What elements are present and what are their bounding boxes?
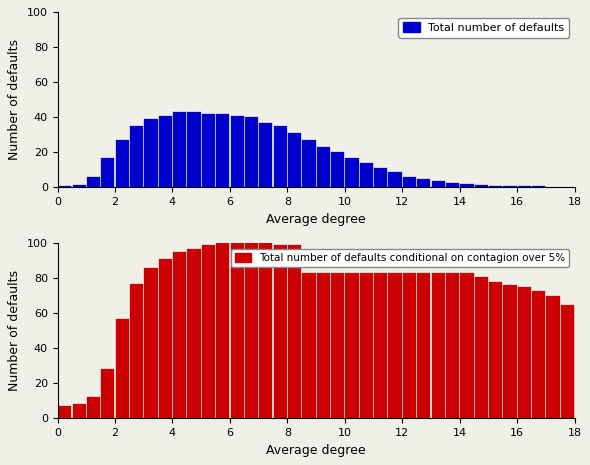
Bar: [145, 268, 158, 418]
Bar: [331, 153, 344, 187]
Bar: [116, 140, 129, 187]
Bar: [216, 114, 230, 187]
Bar: [417, 179, 431, 187]
Bar: [460, 273, 474, 418]
Bar: [460, 184, 474, 187]
Bar: [274, 126, 287, 187]
Legend: Total number of defaults: Total number of defaults: [398, 18, 569, 38]
Bar: [360, 273, 373, 418]
Bar: [274, 245, 287, 418]
Bar: [317, 147, 330, 187]
Bar: [503, 286, 517, 418]
Bar: [403, 177, 416, 187]
Bar: [446, 183, 459, 187]
Bar: [374, 168, 388, 187]
Bar: [202, 114, 215, 187]
Bar: [489, 186, 502, 187]
Bar: [532, 291, 545, 418]
Bar: [58, 186, 71, 187]
Bar: [431, 181, 445, 187]
Bar: [73, 405, 86, 418]
Bar: [302, 140, 316, 187]
Bar: [388, 172, 402, 187]
Bar: [288, 133, 301, 187]
Bar: [58, 406, 71, 418]
Bar: [345, 273, 359, 418]
Bar: [145, 119, 158, 187]
Bar: [188, 249, 201, 418]
Bar: [231, 244, 244, 418]
Bar: [388, 273, 402, 418]
X-axis label: Average degree: Average degree: [266, 213, 366, 226]
Bar: [317, 273, 330, 418]
Y-axis label: Number of defaults: Number of defaults: [8, 271, 21, 392]
Bar: [360, 163, 373, 187]
Bar: [345, 158, 359, 187]
Bar: [302, 273, 316, 418]
Bar: [518, 186, 531, 187]
Bar: [403, 273, 416, 418]
Bar: [259, 123, 273, 187]
Bar: [575, 308, 588, 418]
Bar: [116, 319, 129, 418]
Bar: [202, 245, 215, 418]
Bar: [173, 112, 186, 187]
Bar: [130, 284, 143, 418]
Bar: [245, 117, 258, 187]
Bar: [417, 273, 431, 418]
Bar: [503, 186, 517, 187]
Bar: [446, 273, 459, 418]
Bar: [259, 244, 273, 418]
Bar: [87, 177, 100, 187]
Bar: [73, 185, 86, 187]
Bar: [231, 115, 244, 187]
Bar: [431, 273, 445, 418]
Bar: [532, 186, 545, 187]
Bar: [101, 158, 114, 187]
Bar: [546, 296, 560, 418]
Bar: [173, 252, 186, 418]
Bar: [101, 369, 114, 418]
X-axis label: Average degree: Average degree: [266, 444, 366, 457]
Bar: [561, 305, 574, 418]
Bar: [374, 273, 388, 418]
Bar: [474, 277, 488, 418]
Bar: [331, 273, 344, 418]
Bar: [87, 398, 100, 418]
Bar: [489, 282, 502, 418]
Bar: [159, 259, 172, 418]
Bar: [474, 185, 488, 187]
Bar: [518, 287, 531, 418]
Bar: [216, 244, 230, 418]
Bar: [288, 245, 301, 418]
Bar: [130, 126, 143, 187]
Legend: Total number of defaults conditional on contagion over 5%: Total number of defaults conditional on …: [231, 249, 569, 267]
Bar: [245, 244, 258, 418]
Bar: [159, 115, 172, 187]
Bar: [188, 112, 201, 187]
Y-axis label: Number of defaults: Number of defaults: [8, 40, 21, 160]
